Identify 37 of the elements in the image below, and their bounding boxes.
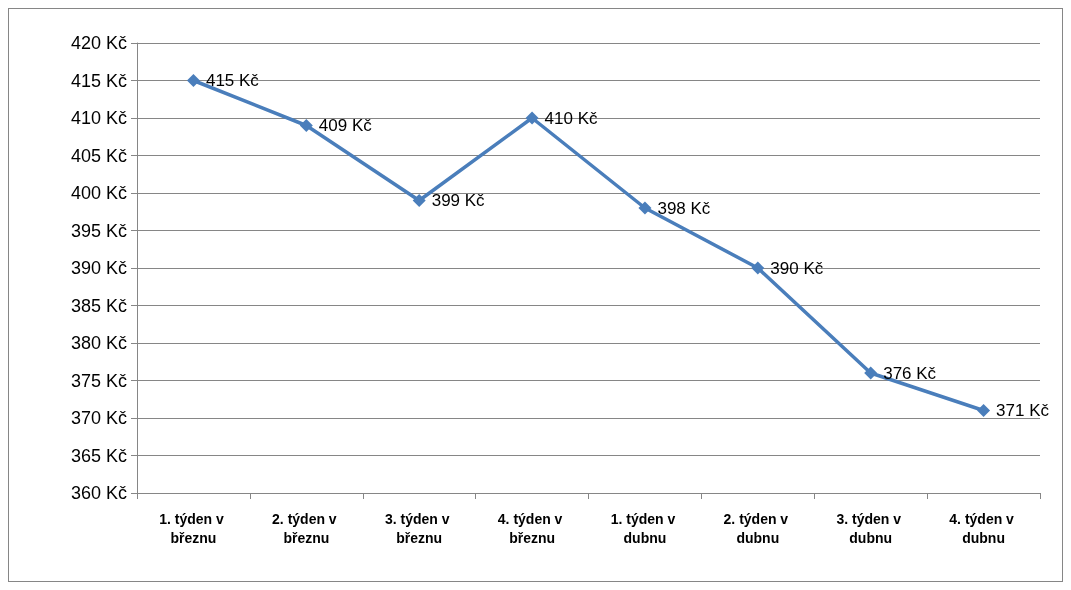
y-tick-label: 375 Kč [70, 370, 127, 391]
y-tick-label: 385 Kč [70, 295, 127, 316]
y-tick-label: 365 Kč [70, 445, 127, 466]
x-tick-label: 1. týden v dubnu [610, 510, 680, 546]
y-tick-label: 400 Kč [70, 183, 127, 203]
x-tick-label: 4. týden v dubnu [949, 510, 1018, 546]
data-label: 398 Kč [657, 198, 711, 218]
y-tick-label: 360 Kč [70, 483, 127, 503]
point [525, 111, 539, 125]
x-tick-label: 2. týden v dubnu [723, 510, 793, 546]
y-tick-label: 380 Kč [70, 333, 127, 353]
y-tick-label: 415 Kč [70, 70, 127, 91]
x-tick-label: 4. týden v březnu [497, 510, 567, 546]
y-tick-label: 370 Kč [70, 408, 127, 428]
y-tick-label: 405 Kč [70, 145, 127, 166]
x-tick-label: 3. týden v březnu [384, 510, 454, 546]
point [751, 261, 765, 275]
y-tick-label: 420 Kč [70, 33, 127, 53]
point [977, 404, 991, 417]
data-label: 376 Kč [883, 363, 937, 383]
y-tick-label: 410 Kč [70, 108, 127, 128]
point [638, 201, 652, 215]
x-tick-label: 3. týden v dubnu [836, 510, 905, 546]
x-tick-label: 2. týden v březnu [272, 510, 341, 546]
x-tick-label: 1. týden v březnu [159, 510, 228, 546]
y-tick-label: 395 Kč [70, 220, 127, 241]
data-label: 371 Kč [996, 401, 1050, 420]
point [299, 119, 313, 132]
point [864, 366, 878, 380]
data-label: 409 Kč [318, 116, 373, 135]
data-label: 415 Kč [205, 71, 260, 90]
point [186, 74, 200, 87]
y-tick-label: 390 Kč [70, 258, 127, 278]
data-label: 399 Kč [431, 191, 486, 210]
data-label: 390 Kč [770, 258, 824, 278]
data-label: 410 Kč [544, 108, 598, 128]
point [412, 194, 426, 207]
